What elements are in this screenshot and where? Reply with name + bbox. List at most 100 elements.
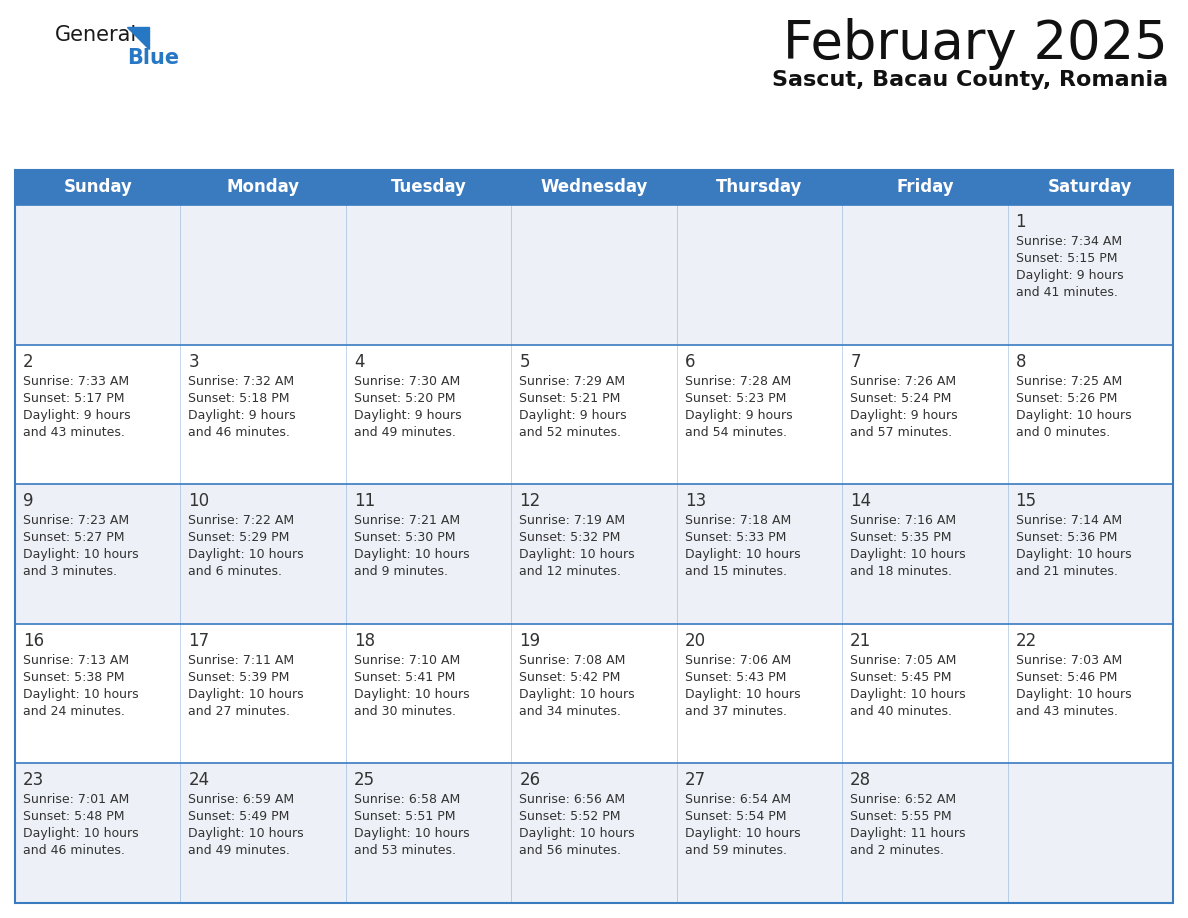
Text: Daylight: 10 hours: Daylight: 10 hours bbox=[1016, 688, 1131, 700]
Text: Sunrise: 6:52 AM: Sunrise: 6:52 AM bbox=[851, 793, 956, 806]
Text: 10: 10 bbox=[189, 492, 209, 510]
Text: and 9 minutes.: and 9 minutes. bbox=[354, 565, 448, 578]
Text: Wednesday: Wednesday bbox=[541, 178, 647, 196]
Text: Sunrise: 7:03 AM: Sunrise: 7:03 AM bbox=[1016, 654, 1121, 666]
Text: Daylight: 10 hours: Daylight: 10 hours bbox=[684, 827, 801, 840]
Text: and 43 minutes.: and 43 minutes. bbox=[23, 426, 125, 439]
Text: Sunset: 5:45 PM: Sunset: 5:45 PM bbox=[851, 671, 952, 684]
Text: 25: 25 bbox=[354, 771, 375, 789]
Text: Daylight: 10 hours: Daylight: 10 hours bbox=[851, 688, 966, 700]
Text: Daylight: 10 hours: Daylight: 10 hours bbox=[851, 548, 966, 561]
Text: Daylight: 10 hours: Daylight: 10 hours bbox=[23, 688, 139, 700]
Bar bbox=[15, 764, 1173, 903]
Text: and 2 minutes.: and 2 minutes. bbox=[851, 845, 944, 857]
Text: 4: 4 bbox=[354, 353, 365, 371]
Bar bbox=[15, 624, 1173, 764]
Text: and 0 minutes.: and 0 minutes. bbox=[1016, 426, 1110, 439]
Text: Sunset: 5:43 PM: Sunset: 5:43 PM bbox=[684, 671, 786, 684]
Text: Sunset: 5:55 PM: Sunset: 5:55 PM bbox=[851, 811, 952, 823]
Text: Sunset: 5:32 PM: Sunset: 5:32 PM bbox=[519, 532, 620, 544]
Text: Daylight: 10 hours: Daylight: 10 hours bbox=[189, 548, 304, 561]
Text: Sunrise: 7:34 AM: Sunrise: 7:34 AM bbox=[1016, 235, 1121, 248]
Text: Daylight: 10 hours: Daylight: 10 hours bbox=[519, 827, 634, 840]
Text: and 59 minutes.: and 59 minutes. bbox=[684, 845, 786, 857]
Text: and 21 minutes.: and 21 minutes. bbox=[1016, 565, 1118, 578]
Text: Sunrise: 7:28 AM: Sunrise: 7:28 AM bbox=[684, 375, 791, 387]
Text: Sunset: 5:54 PM: Sunset: 5:54 PM bbox=[684, 811, 786, 823]
Text: Sunset: 5:51 PM: Sunset: 5:51 PM bbox=[354, 811, 455, 823]
Polygon shape bbox=[127, 27, 148, 49]
Text: Sunrise: 7:21 AM: Sunrise: 7:21 AM bbox=[354, 514, 460, 527]
Text: Sunrise: 6:56 AM: Sunrise: 6:56 AM bbox=[519, 793, 625, 806]
Text: 18: 18 bbox=[354, 632, 375, 650]
Text: Sascut, Bacau County, Romania: Sascut, Bacau County, Romania bbox=[772, 70, 1168, 90]
Text: Daylight: 10 hours: Daylight: 10 hours bbox=[1016, 409, 1131, 421]
Text: 15: 15 bbox=[1016, 492, 1037, 510]
Text: Sunrise: 7:18 AM: Sunrise: 7:18 AM bbox=[684, 514, 791, 527]
Text: Sunset: 5:36 PM: Sunset: 5:36 PM bbox=[1016, 532, 1117, 544]
Text: and 12 minutes.: and 12 minutes. bbox=[519, 565, 621, 578]
Bar bbox=[15, 170, 1173, 903]
Text: Daylight: 9 hours: Daylight: 9 hours bbox=[354, 409, 461, 421]
Text: 26: 26 bbox=[519, 771, 541, 789]
Text: Sunday: Sunday bbox=[63, 178, 132, 196]
Text: and 37 minutes.: and 37 minutes. bbox=[684, 705, 786, 718]
Text: Sunset: 5:20 PM: Sunset: 5:20 PM bbox=[354, 392, 455, 405]
Text: Sunset: 5:30 PM: Sunset: 5:30 PM bbox=[354, 532, 455, 544]
Text: Daylight: 10 hours: Daylight: 10 hours bbox=[354, 688, 469, 700]
Text: and 30 minutes.: and 30 minutes. bbox=[354, 705, 456, 718]
Text: Sunrise: 7:23 AM: Sunrise: 7:23 AM bbox=[23, 514, 129, 527]
Text: General: General bbox=[55, 25, 138, 45]
Text: and 46 minutes.: and 46 minutes. bbox=[189, 426, 290, 439]
Text: 5: 5 bbox=[519, 353, 530, 371]
Text: 1: 1 bbox=[1016, 213, 1026, 231]
Text: and 24 minutes.: and 24 minutes. bbox=[23, 705, 125, 718]
Text: 24: 24 bbox=[189, 771, 209, 789]
Text: 8: 8 bbox=[1016, 353, 1026, 371]
Text: 17: 17 bbox=[189, 632, 209, 650]
Text: Sunset: 5:24 PM: Sunset: 5:24 PM bbox=[851, 392, 952, 405]
Text: Blue: Blue bbox=[127, 48, 179, 68]
Text: Sunset: 5:33 PM: Sunset: 5:33 PM bbox=[684, 532, 786, 544]
Bar bbox=[15, 170, 1173, 205]
Text: Sunset: 5:42 PM: Sunset: 5:42 PM bbox=[519, 671, 620, 684]
Bar bbox=[15, 484, 1173, 624]
Text: Daylight: 10 hours: Daylight: 10 hours bbox=[684, 688, 801, 700]
Text: 13: 13 bbox=[684, 492, 706, 510]
Text: Tuesday: Tuesday bbox=[391, 178, 467, 196]
Text: Daylight: 10 hours: Daylight: 10 hours bbox=[189, 827, 304, 840]
Text: 27: 27 bbox=[684, 771, 706, 789]
Text: 12: 12 bbox=[519, 492, 541, 510]
Text: February 2025: February 2025 bbox=[783, 18, 1168, 70]
Bar bbox=[15, 344, 1173, 484]
Text: Sunrise: 7:05 AM: Sunrise: 7:05 AM bbox=[851, 654, 956, 666]
Text: Daylight: 9 hours: Daylight: 9 hours bbox=[189, 409, 296, 421]
Text: and 43 minutes.: and 43 minutes. bbox=[1016, 705, 1118, 718]
Text: and 52 minutes.: and 52 minutes. bbox=[519, 426, 621, 439]
Text: Sunrise: 7:10 AM: Sunrise: 7:10 AM bbox=[354, 654, 460, 666]
Text: Sunset: 5:21 PM: Sunset: 5:21 PM bbox=[519, 392, 620, 405]
Text: Daylight: 10 hours: Daylight: 10 hours bbox=[519, 688, 634, 700]
Text: 16: 16 bbox=[23, 632, 44, 650]
Text: Daylight: 9 hours: Daylight: 9 hours bbox=[23, 409, 131, 421]
Text: Daylight: 9 hours: Daylight: 9 hours bbox=[519, 409, 627, 421]
Text: 23: 23 bbox=[23, 771, 44, 789]
Text: and 49 minutes.: and 49 minutes. bbox=[189, 845, 290, 857]
Text: Sunrise: 7:13 AM: Sunrise: 7:13 AM bbox=[23, 654, 129, 666]
Text: Sunrise: 6:59 AM: Sunrise: 6:59 AM bbox=[189, 793, 295, 806]
Text: Sunrise: 7:29 AM: Sunrise: 7:29 AM bbox=[519, 375, 625, 387]
Text: Sunset: 5:17 PM: Sunset: 5:17 PM bbox=[23, 392, 125, 405]
Text: Sunset: 5:23 PM: Sunset: 5:23 PM bbox=[684, 392, 786, 405]
Text: Sunset: 5:15 PM: Sunset: 5:15 PM bbox=[1016, 252, 1117, 265]
Text: Sunrise: 7:30 AM: Sunrise: 7:30 AM bbox=[354, 375, 460, 387]
Text: and 54 minutes.: and 54 minutes. bbox=[684, 426, 786, 439]
Text: Sunset: 5:27 PM: Sunset: 5:27 PM bbox=[23, 532, 125, 544]
Text: Daylight: 10 hours: Daylight: 10 hours bbox=[684, 548, 801, 561]
Text: and 46 minutes.: and 46 minutes. bbox=[23, 845, 125, 857]
Text: Sunset: 5:49 PM: Sunset: 5:49 PM bbox=[189, 811, 290, 823]
Text: Sunrise: 7:11 AM: Sunrise: 7:11 AM bbox=[189, 654, 295, 666]
Text: Daylight: 10 hours: Daylight: 10 hours bbox=[1016, 548, 1131, 561]
Text: Sunrise: 7:32 AM: Sunrise: 7:32 AM bbox=[189, 375, 295, 387]
Text: Sunrise: 7:33 AM: Sunrise: 7:33 AM bbox=[23, 375, 129, 387]
Text: 6: 6 bbox=[684, 353, 695, 371]
